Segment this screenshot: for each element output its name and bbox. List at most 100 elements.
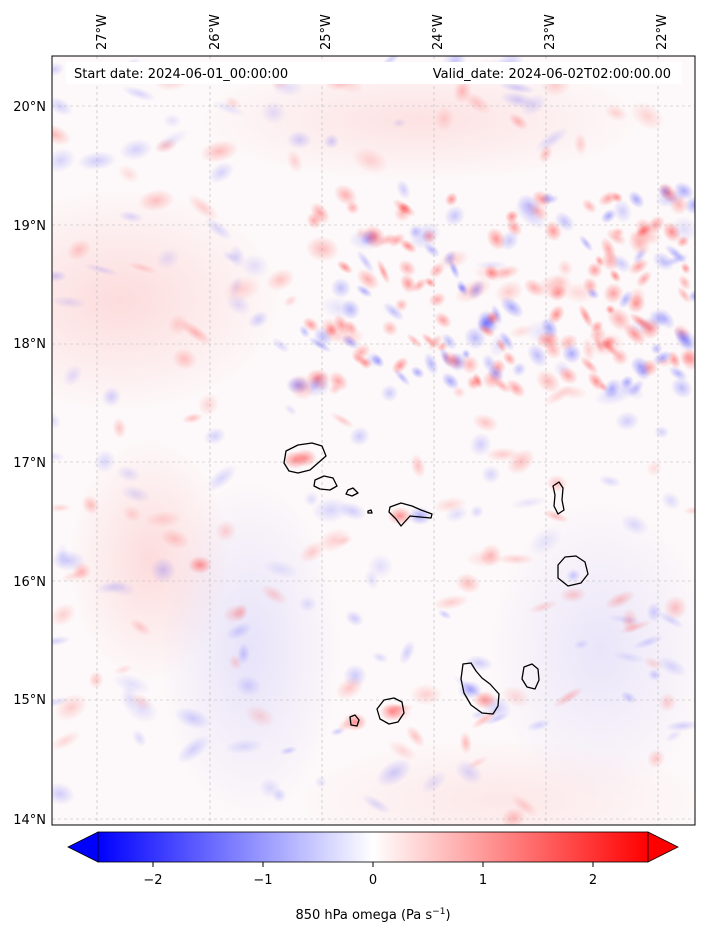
omega-cell (234, 675, 262, 697)
omega-cell (552, 686, 584, 708)
omega-wave-cell (392, 199, 416, 217)
omega-hotspot (343, 713, 367, 731)
omega-cell (129, 618, 152, 636)
colorbar-tick-label: −2 (143, 873, 162, 888)
omega-cell (410, 454, 426, 478)
omega-cell (81, 495, 100, 515)
omega-wave-cell (527, 343, 548, 368)
omega-cell (236, 643, 250, 665)
omega-wave-cell (578, 304, 594, 328)
omega-cell (646, 602, 662, 623)
omega-wave-cell (341, 334, 360, 350)
omega-cell (615, 411, 640, 431)
omega-wave-cell (356, 268, 380, 290)
omega-cell (248, 310, 269, 329)
omega-wave-cell (378, 233, 397, 246)
omega-cell (260, 584, 288, 605)
omega-cell (573, 132, 588, 156)
omega-cell (604, 103, 628, 122)
omega-cell (204, 217, 233, 241)
colorbar-tick-label: 0 (369, 873, 377, 888)
omega-cell (658, 692, 677, 713)
colorbar-tick-label: 1 (479, 873, 487, 888)
omega-cell (469, 504, 484, 519)
lat-label-14n: 14°N (13, 813, 46, 828)
omega-wave-cell (662, 221, 681, 243)
omega-wave-cell (511, 361, 527, 377)
omega-cell (150, 557, 176, 584)
omega-wave-cell (680, 262, 691, 275)
omega-cell (120, 485, 151, 503)
omega-wave-cell (423, 352, 439, 376)
omega-wave-cell (652, 350, 673, 365)
omega-wave-cell (544, 220, 563, 242)
omega-hotspot (286, 376, 310, 394)
omega-cell (130, 692, 153, 711)
omega-cell (52, 62, 65, 77)
omega-cell (454, 759, 483, 785)
omega-wave-cell (434, 312, 452, 329)
omega-cell (534, 127, 569, 153)
omega-wave-cell (456, 283, 467, 293)
omega-cell (657, 611, 685, 629)
omega-cell (432, 594, 470, 610)
valid-date-label: Valid_date: 2024-06-02T02:00:00.00 (433, 67, 671, 82)
lon-label-23w: 23°W (543, 14, 558, 50)
island-boa-vista (557, 555, 589, 587)
omega-cell (262, 560, 300, 579)
omega-wave-cell (506, 379, 526, 398)
omega-wave-cell (678, 274, 691, 291)
omega-wave-cell (495, 338, 507, 353)
omega-wave-cell (500, 296, 524, 318)
omega-cell (620, 513, 649, 536)
omega-cell (52, 603, 76, 627)
omega-cell (171, 348, 198, 370)
omega-cell (630, 101, 665, 131)
colorbar-label-exponent: −1 (432, 907, 445, 917)
omega-wave-cell (676, 235, 690, 248)
omega-cell (494, 280, 524, 304)
omega-cell (144, 510, 183, 528)
omega-wave-cell (356, 250, 375, 274)
omega-hotspot (188, 556, 212, 574)
omega-wave-cell (391, 356, 409, 374)
omega-cell (399, 640, 416, 665)
lat-label-18n: 18°N (13, 337, 46, 352)
omega-wave-cell (382, 302, 405, 321)
omega-wave-cell (635, 270, 652, 288)
island-maio (521, 663, 540, 690)
lon-label-27w: 27°W (95, 14, 110, 50)
omega-wave-cell (655, 308, 676, 330)
lon-label-22w: 22°W (655, 14, 670, 50)
omega-wave-cell (628, 379, 645, 397)
omega-wash (52, 190, 280, 410)
lon-label-25w: 25°W (319, 14, 334, 50)
omega-cell (132, 729, 147, 747)
omega-cell (479, 543, 502, 567)
omega-cell (647, 668, 662, 682)
omega-cell (258, 777, 282, 799)
omega-hotspot (293, 449, 317, 467)
omega-cell (330, 412, 355, 428)
omega-cell (260, 100, 287, 125)
omega-cell (206, 464, 237, 492)
omega-cell (338, 501, 367, 521)
omega-wave-cell (635, 224, 652, 238)
omega-cell (661, 491, 681, 510)
omega-cell (266, 268, 295, 292)
omega-cell (481, 465, 501, 484)
omega-cell (203, 427, 226, 445)
coastlines (283, 442, 589, 727)
omega-cell (465, 655, 494, 672)
omega-wave-cell (483, 264, 500, 281)
omega-cell (511, 794, 538, 817)
island-santiago (460, 662, 500, 715)
omega-wave-cell (603, 282, 624, 304)
lat-label-16n: 16°N (13, 575, 46, 590)
omega-wave-cell (657, 184, 673, 199)
omega-cell (364, 569, 380, 590)
omega-cell (284, 404, 298, 416)
omega-wave-cell (548, 305, 565, 325)
omega-cell (121, 85, 157, 102)
omega-cell (612, 199, 632, 224)
